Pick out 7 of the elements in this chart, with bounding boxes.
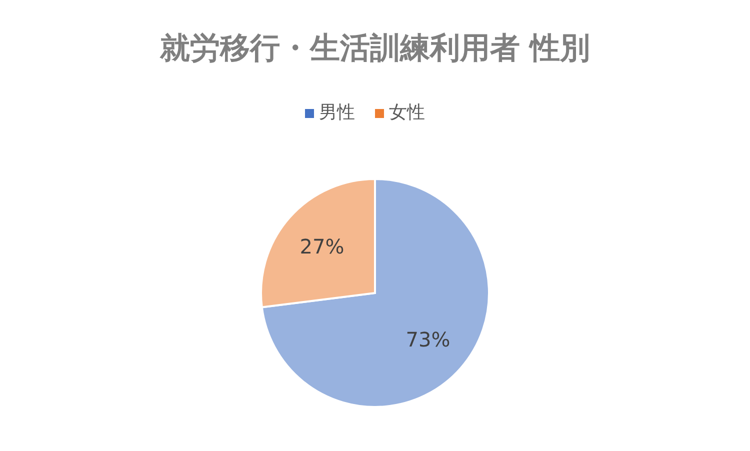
data-label: 73% — [406, 328, 450, 352]
pie-slice — [260, 178, 376, 308]
pie-slice — [260, 178, 490, 408]
legend-label: 女性 — [389, 102, 425, 123]
legend-label: 男性 — [319, 102, 355, 123]
data-label: 27% — [300, 234, 344, 258]
chart-title: 就労移行・生活訓練利用者 性別 — [158, 31, 590, 66]
